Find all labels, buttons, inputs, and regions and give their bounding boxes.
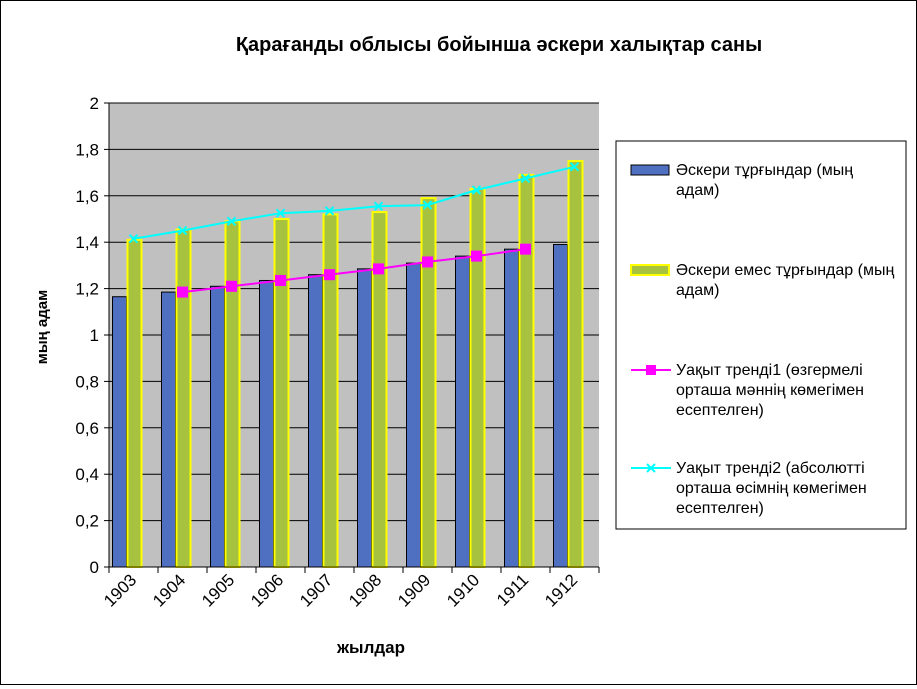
x-tick-label: 1912 [541,570,581,610]
x-tick-label: 1910 [443,570,483,610]
x-marker-stroke [373,201,384,211]
trend2-point [422,200,433,210]
trend1-point [177,286,188,298]
legend-label: орташа өсімнің көмегімен [676,480,867,497]
bar-civilian [322,213,339,569]
bar-civilian [518,173,535,568]
x-marker-stroke [177,225,188,236]
legend-box [615,140,907,530]
legend-label: есептелген) [676,500,764,517]
x-tick-label: 1905 [198,570,238,610]
trend2-point [373,201,384,211]
x-marker-stroke [422,200,433,210]
chart-title: Қарағанды облысы бойынша әскери халықтар… [236,34,762,56]
legend: Әскери тұрғындар (мың адам) Әскери емес тұ… [615,140,907,530]
y-tick-label: 0,4 [75,465,99,484]
legend-marker [646,463,656,473]
x-marker-stroke [128,234,139,244]
trend2-point [177,225,188,236]
trend1-point [373,263,384,275]
trend2-point [471,185,482,195]
x-tick-label: 1908 [345,570,385,610]
y-tick-label: 1,8 [75,140,99,159]
x-marker-stroke [471,185,482,195]
trend2-point [226,216,237,227]
y-tick-label: 1,4 [75,233,99,252]
lines-layer [128,162,580,298]
y-tick-label: 0,8 [75,372,99,391]
trend1-point [471,250,482,262]
y-tick-label: 0,6 [75,419,99,438]
x-tick-label: 1907 [296,570,336,610]
trend-line-1 [182,248,526,294]
bar-military [161,291,176,568]
y-tick-label: 1,2 [75,280,99,299]
bar-civilian [224,220,241,568]
bars-layer [112,160,584,569]
legend-label: есептелген) [676,402,764,419]
bar-military [259,279,274,568]
legend-swatch [630,164,670,176]
bar-civilian [126,238,143,568]
trend1-point [520,243,531,255]
legend-label: Уақыт тренді1 (өзгермелі [676,362,863,379]
y-axis-label: мың адам [34,290,51,364]
x-marker-stroke [520,173,531,184]
bar-civilian [567,160,584,568]
trend2-point [569,162,580,172]
y-tick-label: 1,6 [75,187,99,206]
trend1-point [275,274,286,286]
y-tick-label: 0,2 [75,512,99,531]
trend2-point [324,206,335,216]
bar-military [210,285,225,568]
legend-label: адам) [676,282,719,299]
x-marker-stroke [324,206,335,216]
bar-military [308,274,323,568]
y-tick-label: 2 [90,94,99,113]
legend-label: Уақыт тренді2 (абсолютті [676,460,865,477]
bar-military [357,268,372,568]
legend-swatch [630,264,670,276]
x-tick-label: 1906 [247,570,287,610]
trend2-point [275,208,286,218]
x-tick-label: 1909 [394,570,434,610]
bar-military [112,296,127,568]
bar-military [406,262,421,568]
bar-civilian [273,218,290,568]
bar-civilian [420,197,437,568]
trend1-point [324,269,335,281]
y-tick-label: 1 [90,326,99,345]
bar-civilian [175,228,192,568]
legend-label: адам) [676,182,719,199]
trend2-point [128,234,139,244]
x-tick-label: 1911 [493,570,532,609]
trend1-point [226,280,237,292]
bar-military [455,255,470,568]
trend2-point [520,173,531,184]
trend-line-2 [133,165,575,240]
bar-military [504,248,519,568]
x-marker-stroke [569,162,580,172]
bar-civilian [469,187,486,568]
x-tick-label: 1903 [100,570,140,610]
x-marker-stroke [226,216,237,227]
x-marker-stroke [275,208,286,218]
x-tick-label: 1904 [149,570,189,610]
legend-marker [646,365,656,375]
trend1-point [422,256,433,268]
bar-military [553,244,568,568]
y-tick-label: 0 [90,558,99,577]
legend-label: орташа мәннің көмегімен [676,382,864,399]
x-axis-label: жылдар [336,638,405,657]
legend-label: Әскери емес тұрғындар (мың [676,262,894,279]
legend-label: Әскери тұрғындар (мың [676,162,853,179]
